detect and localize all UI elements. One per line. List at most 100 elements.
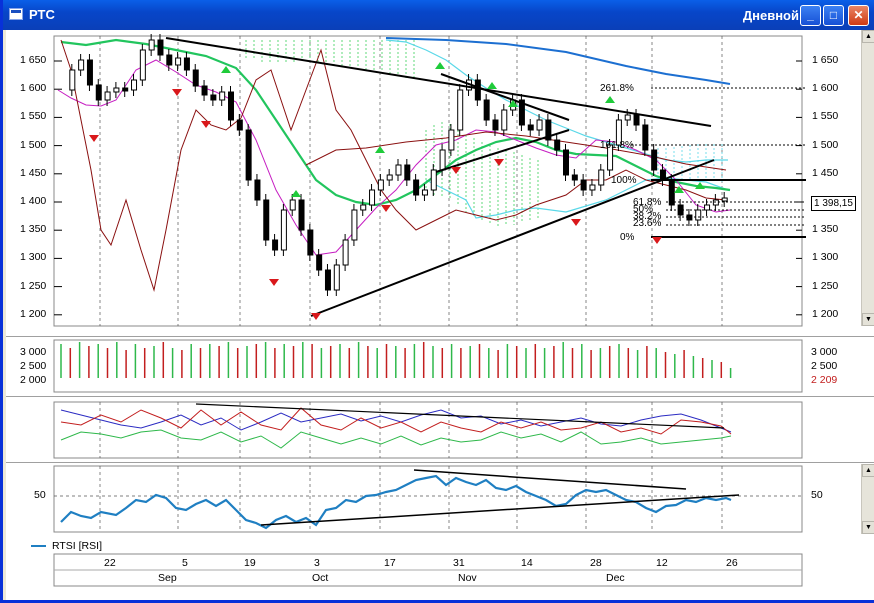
vol-current-value: 2 209 bbox=[811, 374, 838, 386]
chart-canvas[interactable]: 261.8% 161.8% 100% 61.8% 50% 38.2% 23.6%… bbox=[6, 30, 874, 600]
price-tick-right: 1 450 bbox=[812, 166, 839, 179]
sell-arrow-icon bbox=[89, 135, 99, 142]
oscillator-lines bbox=[60, 403, 732, 449]
candle bbox=[86, 59, 93, 86]
candle bbox=[483, 99, 490, 121]
candle bbox=[139, 49, 146, 81]
candle bbox=[104, 91, 111, 101]
candle bbox=[369, 189, 376, 206]
fib-618: 61.8% bbox=[633, 197, 661, 208]
candle bbox=[563, 149, 569, 176]
candle bbox=[360, 204, 367, 211]
candle bbox=[439, 149, 446, 171]
fib-161: 161.8% bbox=[600, 140, 634, 151]
close-button[interactable]: ✕ bbox=[848, 5, 869, 26]
candle bbox=[131, 79, 138, 91]
x-day-label: 26 bbox=[726, 557, 738, 569]
candle bbox=[298, 199, 305, 231]
minimize-button[interactable]: _ bbox=[800, 5, 821, 26]
fib-levels bbox=[631, 87, 806, 226]
candle bbox=[421, 189, 428, 196]
x-month-label: Oct bbox=[312, 572, 329, 584]
fib-100: 100% bbox=[611, 175, 637, 186]
candle bbox=[651, 149, 658, 171]
price-tick-right: 1 650 bbox=[812, 54, 839, 66]
buy-arrow-icon bbox=[508, 100, 518, 107]
vol-tick-left-0: 3 000 bbox=[20, 346, 47, 358]
fib-236: 23.6% bbox=[633, 218, 661, 229]
rsi-scroll-up-button[interactable]: ▲ bbox=[862, 464, 874, 477]
fib-0: 0% bbox=[620, 232, 635, 243]
candle bbox=[607, 144, 614, 171]
price-tick-right: 1 500 bbox=[812, 138, 839, 151]
vol-tick-left-2: 2 000 bbox=[20, 374, 47, 386]
price-tick-left: 1 500 bbox=[20, 138, 47, 151]
rsi-scrollbar[interactable]: ▲ ▼ bbox=[861, 464, 874, 534]
x-day-label: 28 bbox=[590, 557, 602, 569]
price-tick-left: 1 300 bbox=[20, 251, 47, 264]
price-tick-left: 1 400 bbox=[20, 195, 47, 207]
candle bbox=[192, 69, 199, 87]
price-tick-right: 1 300 bbox=[812, 251, 839, 264]
buy-arrow-icon bbox=[221, 66, 231, 73]
candle bbox=[254, 179, 261, 201]
candle bbox=[598, 169, 605, 186]
candle bbox=[580, 179, 587, 191]
candle bbox=[122, 87, 129, 92]
vol-tick-right-0: 3 000 bbox=[811, 346, 838, 358]
scroll-up-button[interactable]: ▲ bbox=[862, 30, 874, 43]
price-tick-right: 1 350 bbox=[812, 223, 839, 236]
candle bbox=[351, 209, 358, 241]
candle bbox=[69, 69, 76, 91]
price-tick-right: 1 250 bbox=[812, 279, 839, 292]
candle bbox=[492, 119, 499, 131]
price-tick-left: 1 450 bbox=[20, 166, 47, 179]
candlestick-series bbox=[69, 34, 728, 296]
candle bbox=[501, 109, 508, 131]
candle bbox=[289, 199, 296, 211]
sell-arrow-icon bbox=[381, 205, 391, 212]
title-bar[interactable]: РТС Дневной _ □ ✕ bbox=[3, 0, 874, 30]
x-day-label: 22 bbox=[104, 557, 116, 569]
x-day-label: 12 bbox=[656, 557, 668, 569]
scroll-down-button[interactable]: ▼ bbox=[862, 313, 874, 326]
rsi-trend-lines bbox=[260, 469, 740, 526]
candle bbox=[633, 114, 640, 126]
fib-text: 261.8% 161.8% 100% 61.8% 50% 38.2% 23.6%… bbox=[600, 83, 661, 243]
candle bbox=[624, 114, 631, 121]
candle bbox=[642, 124, 649, 151]
candle bbox=[78, 59, 85, 71]
candle bbox=[333, 264, 340, 291]
candle bbox=[395, 164, 402, 176]
candle bbox=[589, 184, 596, 191]
pane-divider-rsi[interactable] bbox=[6, 462, 874, 463]
price-tick-left: 1 200 bbox=[20, 307, 47, 320]
kijun-red-line bbox=[60, 39, 727, 292]
rsi-scroll-down-button[interactable]: ▼ bbox=[862, 521, 874, 534]
window-title: РТС bbox=[29, 7, 55, 22]
maximize-button[interactable]: □ bbox=[823, 5, 844, 26]
x-month-label: Nov bbox=[458, 572, 477, 584]
rsi-legend: RTSI [RSI] bbox=[52, 540, 102, 552]
x-month-label: Sep bbox=[158, 572, 177, 584]
price-tick-left: 1 250 bbox=[20, 279, 47, 292]
candle bbox=[430, 169, 437, 191]
candle bbox=[695, 209, 702, 221]
candle bbox=[95, 84, 102, 101]
pane-divider-volume[interactable] bbox=[6, 336, 874, 337]
candle bbox=[668, 179, 675, 206]
candle bbox=[324, 269, 331, 291]
signal-arrows bbox=[89, 62, 705, 320]
x-month-label: Dec bbox=[606, 572, 625, 584]
x-day-label: 14 bbox=[521, 557, 533, 569]
candle bbox=[148, 39, 155, 51]
vol-tick-right-1: 2 500 bbox=[811, 360, 838, 372]
sell-arrow-icon bbox=[269, 279, 279, 286]
buy-arrow-icon bbox=[375, 146, 385, 153]
pane-divider-oscillator[interactable] bbox=[6, 396, 874, 397]
buy-arrow-icon bbox=[674, 186, 684, 193]
price-scrollbar[interactable]: ▲ ▼ bbox=[861, 30, 874, 326]
price-tick-left: 1 650 bbox=[20, 54, 47, 66]
cloud-hatch-cyan bbox=[657, 144, 723, 182]
